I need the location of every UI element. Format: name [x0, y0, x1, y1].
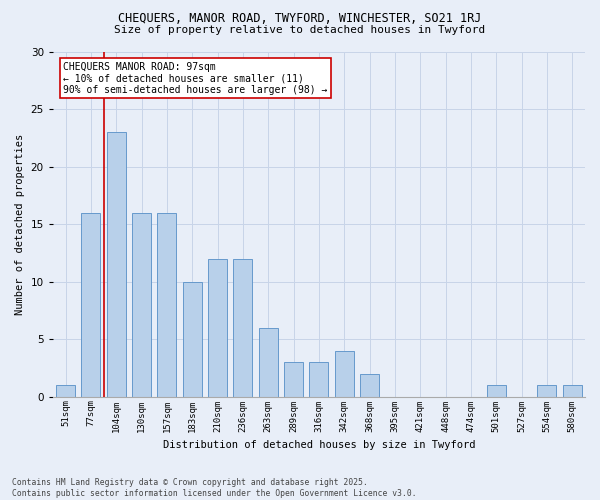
Text: CHEQUERS MANOR ROAD: 97sqm
← 10% of detached houses are smaller (11)
90% of semi: CHEQUERS MANOR ROAD: 97sqm ← 10% of deta…	[64, 62, 328, 95]
Bar	[284, 362, 303, 396]
Bar	[56, 385, 75, 396]
Text: Contains HM Land Registry data © Crown copyright and database right 2025.
Contai: Contains HM Land Registry data © Crown c…	[12, 478, 416, 498]
Bar	[183, 282, 202, 397]
Bar	[487, 385, 506, 396]
Bar	[563, 385, 582, 396]
Text: Size of property relative to detached houses in Twyford: Size of property relative to detached ho…	[115, 25, 485, 35]
Bar	[335, 350, 354, 397]
Bar	[233, 258, 253, 396]
Bar	[310, 362, 328, 396]
Bar	[132, 212, 151, 396]
Y-axis label: Number of detached properties: Number of detached properties	[15, 134, 25, 314]
Bar	[157, 212, 176, 396]
X-axis label: Distribution of detached houses by size in Twyford: Distribution of detached houses by size …	[163, 440, 475, 450]
Bar	[82, 212, 100, 396]
Bar	[259, 328, 278, 396]
Bar	[538, 385, 556, 396]
Text: CHEQUERS, MANOR ROAD, TWYFORD, WINCHESTER, SO21 1RJ: CHEQUERS, MANOR ROAD, TWYFORD, WINCHESTE…	[118, 12, 482, 26]
Bar	[360, 374, 379, 396]
Bar	[107, 132, 125, 396]
Bar	[208, 258, 227, 396]
